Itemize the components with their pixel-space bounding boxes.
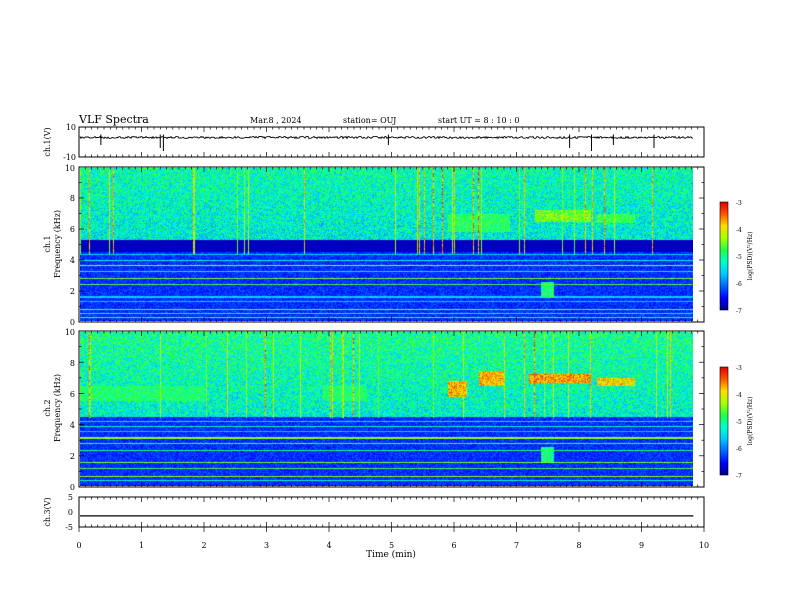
ch1-spectrogram-panel: 0 2 4 6 8 10 ch.1Frequency (kHz): [43, 164, 705, 327]
ch2-spectrogram-ylabel: ch.2Frequency (kHz): [43, 374, 62, 442]
time-tick-label: 5: [389, 541, 394, 550]
time-tick-label: 10: [699, 541, 709, 550]
ch1-colorbar-label: log(PSD)(V²/Hz): [747, 232, 754, 281]
figure-title: VLF Spectra: [78, 113, 149, 126]
ch3-waveform-panel: 5 0 -5 ch.3(V) 0 1 2 3 4 5 6 7 8 9 10 Time (min): [43, 493, 709, 560]
start-time-label: start UT = 8 : 10 : 0: [438, 116, 519, 125]
ch2-ytick-2: 2: [70, 452, 75, 461]
ch1-ytick-top: 10: [66, 123, 76, 132]
station-label: station= OUJ: [343, 116, 396, 125]
axis-ticks: [78, 127, 705, 532]
ch2-spectrogram-panel: 0 2 4 6 8 10 ch.2Frequency (kHz): [43, 328, 705, 492]
ch1-ytick-0: 0: [70, 318, 75, 327]
ch2-ytick-0: 0: [70, 483, 75, 492]
ch1-cbar-tick-3: -3: [736, 200, 742, 207]
ch1-colorbar-gradient: [719, 201, 729, 311]
time-axis-tick-labels: 0 1 2 3 4 5 6 7 8 9 10: [76, 541, 709, 550]
time-tick-label: 3: [264, 541, 269, 550]
ch2-cbar-tick-5: -5: [736, 419, 742, 426]
ch1-ytick-4: 4: [70, 256, 75, 265]
time-tick-label: 2: [201, 541, 206, 550]
ch1-ytick-2: 2: [70, 287, 75, 296]
ch1-spectrogram-image: [80, 168, 693, 321]
ch2-colorbar: -3 -4 -5 -6 -7 log(PSD)(V²/Hz): [719, 365, 754, 480]
time-tick-label: 7: [514, 541, 519, 550]
ch2-cbar-tick-7: -7: [736, 473, 742, 480]
ch2-cbar-tick-6: -6: [736, 446, 742, 453]
ch1-cbar-tick-6: -6: [736, 281, 742, 288]
ch1-colorbar: -3 -4 -5 -6 -7 log(PSD)(V²/Hz): [719, 200, 754, 315]
ch3-ytick-5: 5: [68, 493, 73, 502]
ch2-colorbar-label: log(PSD)(V²/Hz): [747, 397, 754, 446]
ch2-ytick-8: 8: [70, 359, 75, 368]
ch2-ytick-4: 4: [70, 421, 75, 430]
time-tick-label: 1: [139, 541, 144, 550]
ch2-cbar-tick-4: -4: [736, 392, 742, 399]
time-tick-label: 0: [76, 541, 81, 550]
ch3-ytick-0: 0: [68, 508, 73, 517]
ch1-cbar-tick-7: -7: [736, 308, 742, 315]
ch1-ytick-10: 10: [65, 164, 75, 173]
time-tick-label: 4: [326, 541, 331, 550]
ch1-waveform-ylabel: ch.1(V): [43, 127, 52, 156]
ch2-cbar-tick-3: -3: [736, 365, 742, 372]
ch3-waveform-ylabel: ch.3(V): [43, 497, 52, 526]
ch1-ytick-bottom: -10: [63, 153, 76, 162]
ch2-colorbar-gradient: [719, 366, 729, 476]
ch1-cbar-tick-4: -4: [736, 227, 742, 234]
ch1-waveform-trace: [79, 135, 694, 140]
ch2-ytick-6: 6: [70, 390, 75, 399]
ch3-ytick-neg5: -5: [65, 523, 73, 532]
ch1-cbar-tick-5: -5: [736, 254, 742, 261]
ch2-ytick-10: 10: [65, 328, 75, 337]
time-tick-label: 9: [639, 541, 644, 550]
ch1-waveform-spikes: [100, 134, 655, 151]
ch2-spectrogram-image: [80, 332, 693, 486]
ch1-ytick-8: 8: [70, 194, 75, 203]
time-tick-label: 6: [451, 541, 456, 550]
ch1-spectrogram-ylabel: ch.1Frequency (kHz): [43, 210, 62, 278]
ch1-ytick-6: 6: [70, 225, 75, 234]
time-axis-label: Time (min): [366, 549, 416, 560]
date-label: Mar.8 , 2024: [250, 116, 302, 125]
time-tick-label: 8: [576, 541, 581, 550]
ch1-waveform-panel: 10 -10 ch.1(V): [43, 123, 705, 162]
